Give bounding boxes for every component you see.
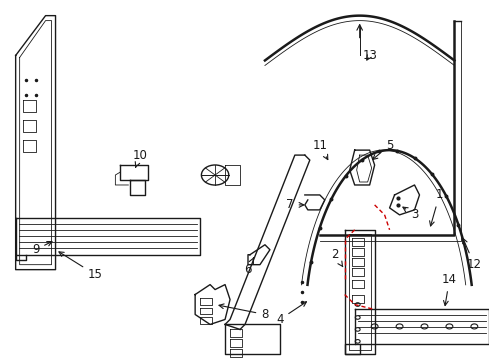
Text: 10: 10 [133,149,148,167]
Text: 7: 7 [286,198,304,211]
Text: 4: 4 [276,302,306,326]
Text: 8: 8 [219,304,269,321]
Text: 1: 1 [430,188,443,226]
Text: 11: 11 [312,139,328,159]
Text: 9: 9 [32,242,52,256]
Text: 6: 6 [244,258,253,276]
Text: 13: 13 [362,49,377,62]
Text: 5: 5 [373,139,393,159]
Text: 2: 2 [331,248,343,266]
Text: 12: 12 [463,238,482,271]
Text: 3: 3 [403,207,418,221]
Text: 15: 15 [59,252,103,281]
Text: 14: 14 [442,273,457,306]
